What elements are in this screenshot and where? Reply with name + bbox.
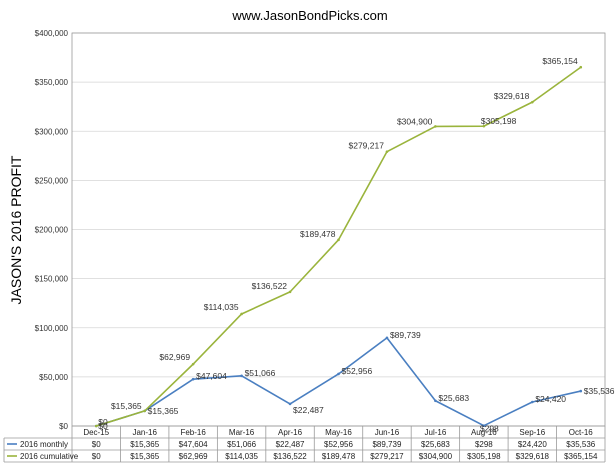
table-cell: $298	[475, 440, 493, 449]
table-cell: $35,536	[566, 440, 595, 449]
table-cell: $89,739	[372, 440, 401, 449]
data-labels: $0$15,365$47,604 $51,066$22,487$52,956$89…	[98, 56, 615, 433]
data-label-monthly: $52,956	[342, 366, 373, 376]
y-tick-label: $50,000	[39, 373, 68, 382]
data-label-cumulative: $329,618	[494, 91, 530, 101]
data-label-cumulative: $304,900	[397, 116, 433, 126]
x-tick-label: Jan-16	[132, 428, 157, 437]
data-label-monthly: $15,365	[148, 406, 179, 416]
table-cell: $25,683	[421, 440, 450, 449]
table-cell: $15,365	[130, 452, 159, 461]
table-cell: $0	[92, 452, 101, 461]
x-tick-label: Mar-16	[229, 428, 255, 437]
data-point-cumulative	[337, 238, 340, 242]
x-tick-label: Dec-15	[83, 428, 109, 437]
legend-entry: 2016 cumulative	[20, 452, 79, 461]
y-tick-label: $100,000	[35, 324, 69, 333]
data-point-monthly	[240, 374, 243, 378]
data-label-cumulative: $189,478	[300, 229, 336, 239]
x-tick-label: Oct-16	[569, 428, 594, 437]
data-label-cumulative: $62,969	[159, 352, 190, 362]
data-label-monthly: $89,739	[390, 330, 421, 340]
data-point-cumulative	[191, 362, 195, 366]
chart-title: www.JasonBondPicks.com	[231, 8, 387, 23]
data-label-cumulative: $0	[98, 421, 108, 431]
data-label-monthly: $22,487	[293, 405, 324, 415]
y-tick-label: $0	[59, 422, 68, 431]
legend-entry: 2016 monthly	[20, 440, 68, 449]
table-cell: $329,618	[516, 452, 550, 461]
table-cell: $136,522	[273, 452, 307, 461]
data-point-cumulative	[94, 424, 98, 428]
data-point-monthly	[579, 389, 583, 393]
data-label-cumulative: $305,198	[481, 116, 517, 126]
data-label-cumulative: $15,365	[111, 401, 142, 411]
table-cell: $62,969	[179, 452, 208, 461]
y-tick-label: $300,000	[35, 127, 69, 136]
table-cell: $365,154	[564, 452, 598, 461]
data-label-cumulative: $136,522	[252, 281, 288, 291]
y-tick-labels: $0 $50,000 $100,000 $150,000 $200,000 $250,00…	[35, 29, 69, 431]
table-cell: $22,487	[276, 440, 305, 449]
data-point-monthly	[191, 377, 195, 381]
data-point-monthly	[434, 399, 437, 403]
table-cell: $52,956	[324, 440, 353, 449]
data-point-monthly	[288, 402, 292, 406]
data-point-cumulative	[482, 124, 486, 128]
data-point-cumulative	[143, 409, 146, 413]
data-table: Dec-15 Jan-16 Feb-16 Mar-16 Apr-16 May-16 Jun-…	[3, 426, 606, 463]
y-tick-label: $250,000	[35, 176, 69, 185]
data-label-monthly: $35,536	[584, 386, 615, 396]
table-cell: $114,035	[225, 452, 258, 461]
series-lines	[94, 65, 583, 428]
table-cell: $15,365	[130, 440, 159, 449]
table-cell: $51,066	[227, 440, 256, 449]
x-tick-label: Jul-16	[425, 428, 447, 437]
gridlines	[71, 32, 606, 427]
data-label-monthly: $0	[98, 417, 108, 427]
data-label-cumulative: $279,217	[349, 141, 385, 151]
y-tick-label: $200,000	[35, 226, 69, 235]
y-tick-label: $400,000	[35, 29, 69, 38]
data-point-cumulative	[531, 100, 534, 104]
table-cell: $304,900	[419, 452, 453, 461]
table-cell: $279,217	[370, 452, 404, 461]
plot-frame	[71, 32, 606, 427]
data-point-cumulative	[579, 65, 583, 69]
data-label-cumulative: $114,035	[204, 302, 239, 312]
table-cell: $47,604	[179, 440, 208, 449]
data-point-monthly	[385, 336, 389, 340]
data-point-monthly	[482, 424, 486, 428]
data-label-monthly: $298	[480, 424, 499, 434]
table-cell: $0	[92, 440, 101, 449]
data-point-cumulative	[240, 312, 243, 316]
y-axis-label: JASON'S 2016 PROFIT	[8, 155, 24, 304]
data-label-monthly: $25,683	[438, 393, 469, 403]
y-tick-label: $350,000	[35, 78, 69, 87]
y-tick-label: $150,000	[35, 275, 69, 284]
data-label-monthly: $51,066	[245, 368, 276, 378]
data-point-monthly	[337, 372, 340, 376]
data-label-cumulative: $365,154	[542, 56, 578, 66]
data-point-cumulative	[385, 150, 389, 153]
table-cell: $24,420	[518, 440, 547, 449]
x-tick-label: Feb-16	[180, 428, 206, 437]
data-point-cumulative	[434, 125, 437, 128]
table-cell: $305,198	[467, 452, 501, 461]
data-label-monthly: $47,604	[196, 371, 227, 381]
x-tick-label: May-16	[325, 428, 352, 437]
x-tick-label: Aug-16	[471, 428, 497, 437]
table-cell: $189,478	[322, 452, 356, 461]
data-point-cumulative	[288, 290, 292, 294]
x-tick-label: Jun-16	[375, 428, 400, 437]
data-point-monthly	[531, 400, 534, 404]
x-tick-label: Sep-16	[519, 428, 545, 437]
x-tick-label: Apr-16	[278, 428, 303, 437]
data-label-monthly: $24,420	[535, 394, 566, 404]
